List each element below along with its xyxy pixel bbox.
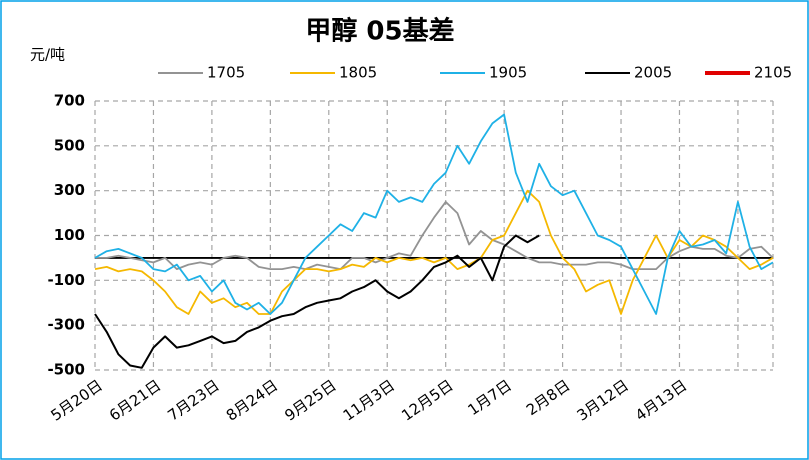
legend-label: 2005 xyxy=(634,64,672,82)
y-tick-label: -500 xyxy=(47,361,85,379)
chart-title: 甲醇 05基差 xyxy=(305,16,454,47)
y-tick-label: -300 xyxy=(47,316,85,334)
legend-label: 1705 xyxy=(207,64,245,82)
series-line xyxy=(94,113,774,315)
legend-label: 1805 xyxy=(339,64,377,82)
series-line xyxy=(95,201,774,270)
y-tick-label: 700 xyxy=(54,92,85,110)
y-tick-label: 300 xyxy=(54,181,85,199)
y-tick-label: -100 xyxy=(47,271,85,289)
series-line xyxy=(94,234,540,369)
series-line xyxy=(94,189,774,315)
y-axis-label: 元/吨 xyxy=(30,46,65,64)
legend-label: 2105 xyxy=(754,64,792,82)
legend-label: 1905 xyxy=(489,64,527,82)
y-tick-label: 500 xyxy=(54,136,85,154)
y-tick-label: 100 xyxy=(54,226,85,244)
